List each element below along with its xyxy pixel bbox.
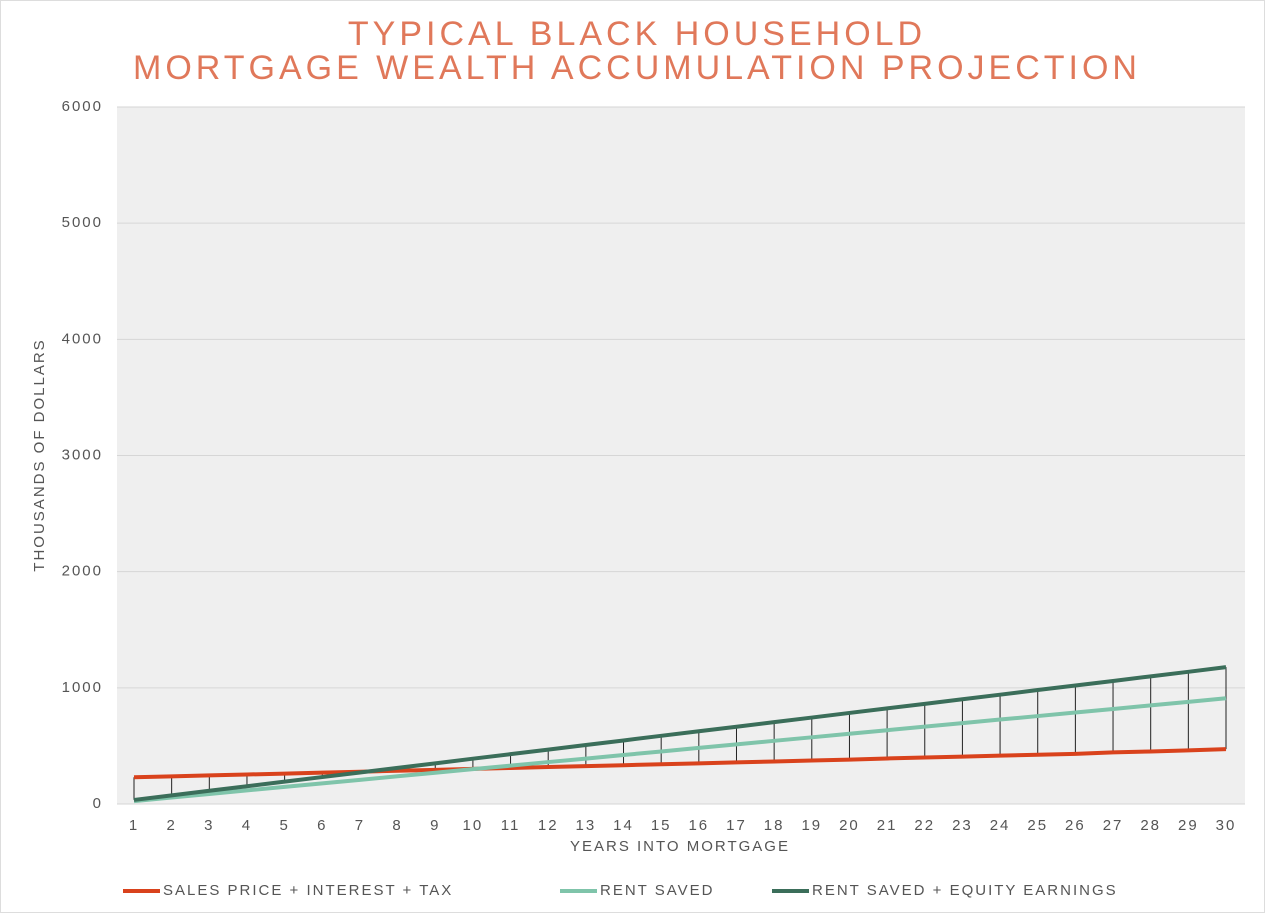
x-tick-label: 29 [1178,817,1199,834]
x-tick-label: 2 [166,817,176,834]
y-tick-label: 2000 [62,563,103,580]
x-tick-label: 20 [839,817,860,834]
x-tick-label: 9 [430,817,440,834]
x-tick-label: 11 [501,817,521,834]
x-tick-label: 24 [990,817,1011,834]
x-tick-label: 8 [392,817,402,834]
legend-label: RENT SAVED + EQUITY EARNINGS [812,882,1118,899]
x-tick-label: 19 [801,817,822,834]
series-line [133,747,1227,780]
chart-title: TYPICAL BLACK HOUSEHOLD [348,15,926,53]
x-tick-label: 28 [1140,817,1161,834]
x-tick-label: 30 [1216,817,1237,834]
legend-label: RENT SAVED [600,882,714,899]
x-axis-label: YEARS INTO MORTGAGE [570,838,790,855]
x-tick-label: 3 [204,817,214,834]
x-tick-label: 23 [952,817,973,834]
x-tick-label: 4 [242,817,252,834]
series-line [133,696,1227,804]
x-tick-label: 14 [613,817,634,834]
y-tick-label: 0 [93,795,103,812]
y-axis-label: THOUSANDS OF DOLLARS [31,338,48,571]
x-tick-label: 5 [279,817,289,834]
x-tick-label: 12 [538,817,559,834]
x-tick-label: 16 [688,817,709,834]
y-tick-label: 3000 [62,446,103,463]
x-tick-label: 1 [129,817,139,834]
x-tick-label: 27 [1103,817,1124,834]
x-tick-label: 6 [317,817,327,834]
chart-title: MORTGAGE WEALTH ACCUMULATION PROJECTION [133,49,1141,87]
legend-label: SALES PRICE + INTEREST + TAX [163,882,453,899]
y-tick-label: 5000 [62,214,103,231]
x-tick-label: 13 [576,817,597,834]
x-tick-label: 25 [1027,817,1048,834]
x-tick-label: 17 [726,817,747,834]
y-tick-label: 6000 [62,98,103,115]
x-tick-label: 10 [463,817,484,834]
y-tick-label: 4000 [62,330,103,347]
series-line [133,665,1227,802]
x-tick-label: 26 [1065,817,1086,834]
x-tick-label: 15 [651,817,672,834]
x-tick-label: 21 [877,817,898,834]
x-tick-label: 22 [914,817,935,834]
x-tick-label: 7 [355,817,365,834]
y-tick-label: 1000 [62,679,103,696]
x-tick-label: 18 [764,817,785,834]
